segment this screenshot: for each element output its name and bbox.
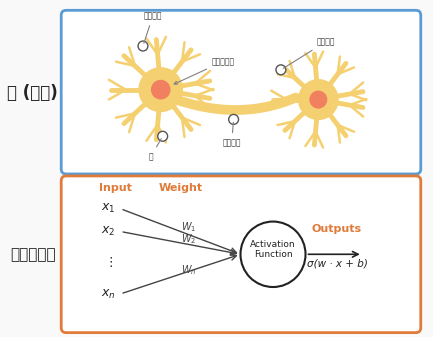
Text: 신경세포체: 신경세포체 (174, 57, 235, 84)
Circle shape (139, 68, 182, 112)
Text: σ(w · x + b): σ(w · x + b) (307, 258, 368, 268)
Text: Activation
Function: Activation Function (250, 240, 296, 259)
Text: $x_2$: $x_2$ (101, 225, 116, 238)
Circle shape (310, 91, 326, 108)
Text: $x_1$: $x_1$ (101, 202, 116, 215)
Text: Input: Input (99, 183, 132, 193)
Circle shape (138, 41, 148, 51)
Circle shape (158, 131, 168, 141)
Text: 축삭돌기: 축삭돌기 (223, 122, 241, 147)
Text: 가지돌기: 가지돌기 (144, 11, 162, 43)
Circle shape (229, 115, 239, 124)
Circle shape (276, 65, 286, 75)
Text: $\vdots$: $\vdots$ (104, 255, 113, 269)
Circle shape (152, 81, 170, 99)
Text: 인공신경망: 인공신경망 (10, 247, 55, 262)
Text: $W_1$: $W_1$ (181, 221, 196, 235)
Text: 뇌 (뉴런): 뇌 (뉴런) (7, 84, 58, 102)
FancyBboxPatch shape (61, 10, 421, 174)
Circle shape (299, 80, 338, 119)
Text: 축삭말단: 축삭말단 (283, 37, 336, 68)
Text: Outputs: Outputs (312, 224, 362, 235)
Text: 핵: 핵 (149, 139, 161, 161)
Text: $W_2$: $W_2$ (181, 232, 196, 246)
Circle shape (240, 221, 306, 287)
Text: $x_n$: $x_n$ (101, 287, 116, 301)
Text: $W_n$: $W_n$ (181, 263, 196, 277)
FancyBboxPatch shape (61, 176, 421, 333)
Text: Weight: Weight (158, 183, 203, 193)
